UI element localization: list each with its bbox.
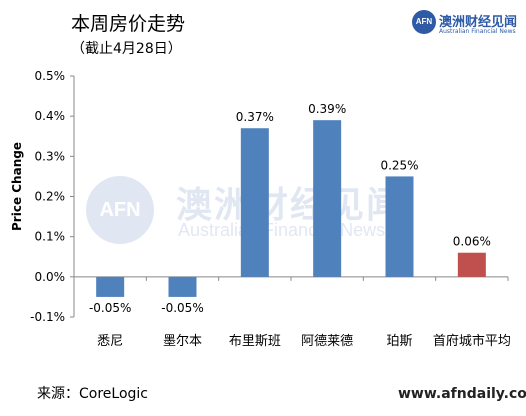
y-tick-label: 0.0%	[35, 270, 66, 284]
y-tick-label: 0.3%	[35, 149, 66, 163]
x-tick-label: 布里斯班	[229, 334, 281, 349]
chart-title: 本周房价走势	[71, 13, 186, 35]
bar	[385, 176, 414, 277]
bar	[96, 276, 125, 297]
source-note: 来源：CoreLogic	[37, 386, 148, 402]
chart-subtitle: （截止4月28日）	[71, 41, 182, 57]
data-label: -0.05%	[161, 301, 203, 315]
bar	[313, 120, 342, 277]
data-label: 0.39%	[308, 102, 346, 116]
data-label: 0.25%	[380, 158, 418, 172]
y-tick-label: 0.2%	[35, 190, 66, 204]
x-tick-label: 悉尼	[97, 334, 123, 349]
logo-name-en: Australian Financial News	[439, 28, 516, 35]
y-tick-label: -0.1%	[30, 310, 65, 324]
site-url: www.afndaily.com	[398, 386, 526, 402]
x-tick-label: 首府城市平均	[433, 333, 511, 349]
data-label: -0.05%	[89, 301, 131, 315]
bar	[240, 128, 269, 277]
x-tick-label: 阿德莱德	[301, 334, 353, 349]
data-label: 0.06%	[453, 235, 491, 249]
brand-logo: AFN 澳洲财经见闻 Australian Financial News	[412, 10, 522, 40]
bar	[457, 252, 486, 277]
x-tick-label: 珀斯	[386, 334, 412, 349]
bar	[168, 276, 197, 297]
x-tick-label: 墨尔本	[163, 334, 202, 349]
y-tick-label: 0.1%	[35, 230, 66, 244]
logo-name-cn: 澳洲财经见闻	[439, 15, 518, 30]
y-tick-label: 0.4%	[35, 109, 66, 123]
y-axis-label: Price Change	[10, 142, 24, 231]
data-label: 0.37%	[236, 110, 274, 124]
y-tick-label: 0.5%	[35, 69, 66, 83]
logo-mark-icon: AFN	[412, 10, 436, 34]
